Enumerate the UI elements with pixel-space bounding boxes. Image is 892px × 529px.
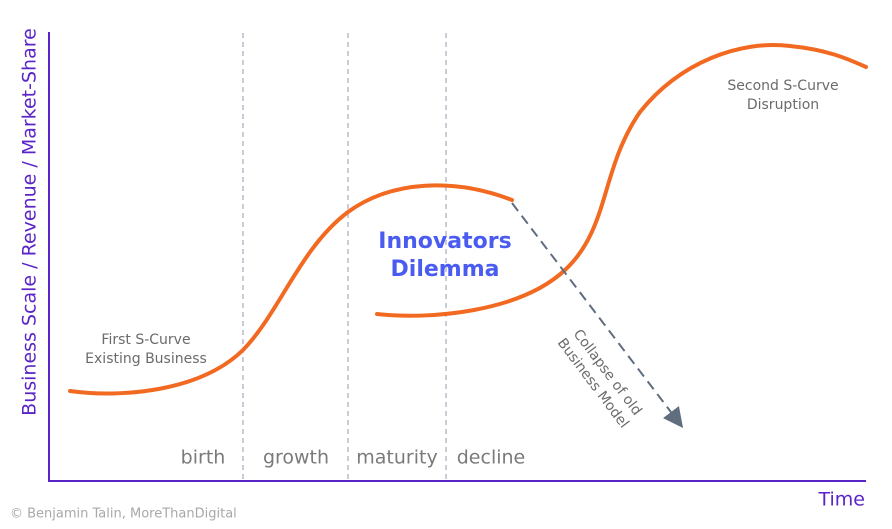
phase-label: maturity [356, 447, 437, 469]
y-axis-label: Business Scale / Revenue / Market-Share [19, 28, 41, 416]
phase-label: growth [263, 447, 329, 469]
curve-label: Disruption [747, 97, 819, 113]
copyright: © Benjamin Talin, MoreThanDigital [10, 507, 237, 522]
collapse-label: Collapse of old Business Model [554, 327, 645, 432]
collapse-arrow [511, 202, 684, 428]
curve-label: Second S-Curve [727, 78, 838, 94]
phase-label: birth [181, 447, 226, 469]
phase-label: decline [457, 447, 526, 469]
first-s-curve [68, 183, 514, 396]
second-s-curve [375, 43, 868, 318]
center-title: Innovators [378, 229, 511, 254]
curve-label: First S-Curve [101, 332, 190, 348]
curve-label: Existing Business [85, 351, 207, 367]
x-axis-label: Time [818, 489, 866, 511]
center-title: Dilemma [391, 257, 500, 282]
